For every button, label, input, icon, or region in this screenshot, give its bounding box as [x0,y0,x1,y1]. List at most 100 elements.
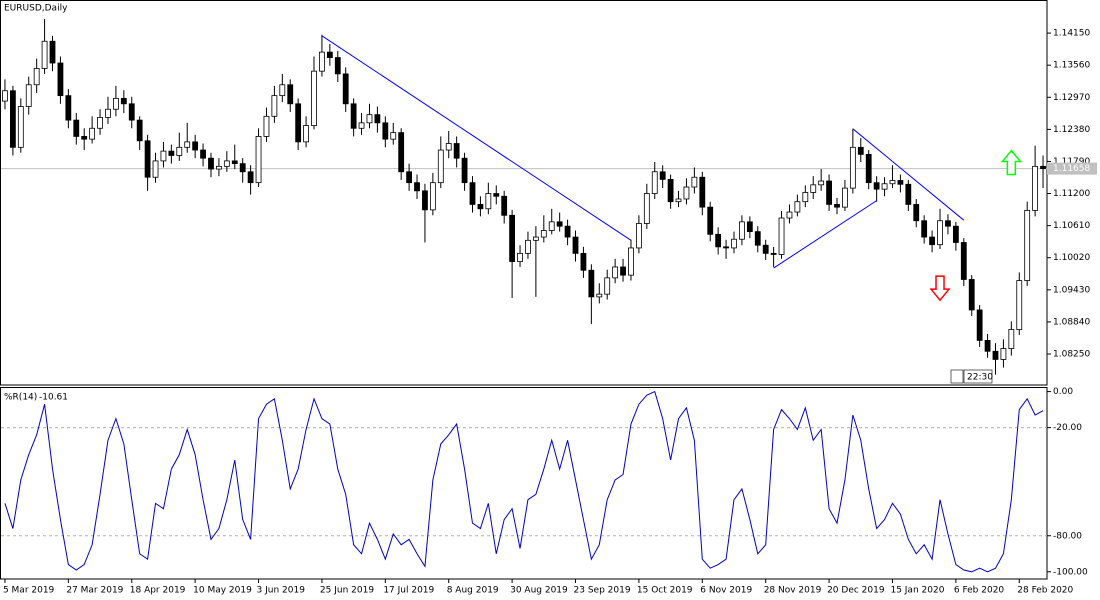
y-tick-label: 1.10020 [1053,253,1090,263]
candle-body [517,252,523,262]
y-tick-label: 1.11200 [1053,189,1090,199]
candle-body [326,51,333,58]
candle-body [144,140,151,178]
candle-body [81,136,88,140]
candle-body [422,190,428,211]
x-tick-label: 25 Jun 2019 [320,586,374,596]
candle-body [929,236,935,246]
candle-body [636,223,642,249]
candle-body [984,339,991,352]
candle-body [461,157,468,184]
signal-arrow [929,275,951,302]
timer-box [963,369,993,384]
candle-body [952,225,959,243]
candle-body [73,119,80,137]
timer-icon [950,369,964,384]
candle-body [770,252,777,255]
candle-body [279,84,286,97]
x-tick-label: 15 Oct 2019 [637,586,693,596]
candle-body [453,143,460,159]
candle-body [857,146,864,155]
candle-body [525,239,531,254]
x-tick-label: 30 Aug 2019 [510,586,568,596]
candle-body [168,150,175,156]
candle-body [445,143,452,151]
candle-body [778,217,785,255]
candle-body [295,103,302,143]
candle-body [287,84,294,105]
candle-body [493,193,500,197]
candle-body [580,252,587,271]
candle-body [319,51,325,72]
candle-body [707,206,714,235]
candle-body [437,149,444,184]
candle-body [992,350,999,360]
candle-body [1032,165,1039,211]
candle-body [937,220,943,246]
last-price-label: 1.11658 [1053,164,1090,174]
candle-body [97,116,103,129]
y-tick-label: -100.00 [1053,567,1088,577]
candle-body [33,68,40,86]
x-tick-label: 15 Jan 2020 [890,586,944,596]
candle-body [128,103,135,121]
y-tick-label: 0.00 [1053,387,1073,397]
candle-body [651,171,658,194]
candle-body [152,160,159,178]
signal-arrow [1000,149,1022,176]
candle-body [881,183,888,190]
y-tick-label: 1.13560 [1053,61,1090,71]
candle-body [889,180,896,185]
candle-body [477,204,484,210]
timer-label: 22:30 [967,373,993,383]
candle-body [1008,329,1015,349]
x-tick-label: 27 Mar 2019 [66,586,123,596]
candle-body [406,171,412,184]
y-tick-label: 1.14150 [1053,29,1090,39]
y-tick-label: -80.00 [1053,531,1082,541]
candle-body [540,230,547,238]
candle-body [849,146,856,189]
candle-body [683,186,690,200]
candle-body [588,269,595,298]
candle-body [25,84,32,107]
candle-body [921,220,928,238]
candle-body [200,149,206,159]
y-tick-label: 1.12380 [1053,125,1090,135]
candle-body [643,193,650,224]
x-tick-label: 6 Nov 2019 [700,586,752,596]
candle-body [628,247,634,276]
indicator-line [4,390,1044,573]
candle-body [176,146,183,156]
candle-body [818,180,825,186]
indicator-title: %R(14) [4,393,37,403]
candle-body [358,122,365,129]
candle-body [612,266,619,279]
candle-body [596,293,603,298]
x-tick-label: 18 Apr 2019 [130,586,186,596]
candle-body [334,57,341,75]
candle-body [239,163,246,173]
candle-body [208,157,214,170]
indicator-value: -10.61 [39,393,68,403]
candle-body [786,211,793,219]
candle-body [723,246,729,249]
candle-body [374,114,381,124]
x-tick-label: 28 Feb 2020 [1017,586,1073,596]
candle-body [731,238,737,249]
candle-body [794,201,801,213]
candle-body [223,160,230,167]
candle-body [810,184,817,193]
candle-body [564,225,571,238]
candle-body [865,153,872,184]
candle-body [667,179,674,203]
candle-body [57,62,64,97]
candle-body [113,97,119,110]
candle-body [429,182,436,211]
y-tick-label: 1.10610 [1053,221,1090,231]
candle-body [49,40,56,64]
y-tick-label: 1.08250 [1053,349,1090,359]
candle-body [1024,210,1031,281]
trendline [321,35,632,241]
